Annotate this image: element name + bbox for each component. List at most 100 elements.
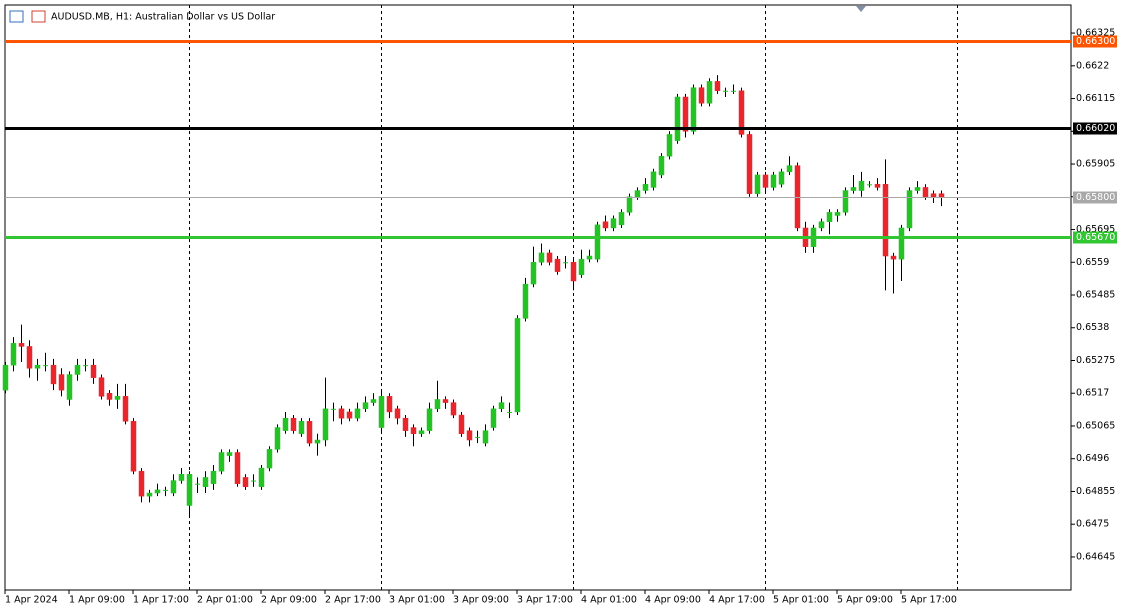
candle-body [18, 343, 25, 347]
icon [9, 10, 24, 23]
candle-body [114, 396, 121, 400]
candle-body [362, 402, 369, 410]
candle-body [650, 171, 657, 188]
x-tick-label: 2 Apr 09:00 [261, 595, 317, 606]
x-tick-label: 3 Apr 01:00 [389, 595, 445, 606]
candle-body [26, 346, 33, 369]
candle-body [834, 212, 841, 216]
candle-body [754, 174, 761, 194]
candle-body [530, 262, 537, 285]
icon [31, 10, 46, 23]
candle-body [466, 430, 473, 441]
candle-body [731, 90, 736, 92]
candle-body [546, 252, 553, 263]
candle-body [882, 184, 889, 257]
candle-body [370, 399, 377, 403]
candle-body [274, 427, 281, 450]
y-tick-label: 0.6475 [1076, 519, 1109, 530]
candle-body [818, 221, 825, 229]
header-icons [9, 10, 46, 23]
candle-body [586, 255, 593, 260]
candle-body [723, 90, 728, 92]
x-tick-label: 4 Apr 09:00 [645, 595, 701, 606]
candle-body [450, 402, 457, 416]
y-tick-label: 0.65905 [1076, 159, 1115, 170]
price-label: 0.66300 [1076, 36, 1115, 47]
candle-body [195, 483, 200, 485]
y-tick-label: 0.6496 [1076, 453, 1109, 464]
x-tick-label: 5 Apr 17:00 [901, 595, 957, 606]
x-tick-label: 3 Apr 17:00 [517, 595, 573, 606]
candle-body [202, 477, 209, 488]
candle-body [594, 224, 601, 260]
candle-body [50, 364, 57, 385]
candle-body [850, 187, 857, 191]
candle-body [43, 365, 48, 367]
x-tick-label: 3 Apr 09:00 [453, 595, 509, 606]
candle-body [306, 421, 313, 444]
y-tick-label: 0.65275 [1076, 355, 1115, 366]
candle-body [938, 193, 945, 198]
shift-marker [856, 6, 866, 12]
candle-body [602, 221, 609, 229]
candle-body [2, 364, 9, 391]
candle-body [314, 439, 321, 444]
candle-body [666, 134, 673, 157]
x-tick-label: 4 Apr 17:00 [709, 595, 765, 606]
candle-body [83, 365, 88, 367]
candle-body [746, 134, 753, 194]
candle-body [266, 449, 273, 469]
candle-body [378, 396, 385, 428]
candle-body [874, 184, 881, 188]
candle-body [458, 414, 465, 435]
price-label-box [1073, 191, 1117, 204]
candle-body [522, 283, 529, 319]
candle-body [331, 408, 336, 410]
candle-body [90, 364, 97, 378]
candle-body [170, 480, 177, 494]
x-tick-label: 5 Apr 01:00 [773, 595, 829, 606]
candle-body [98, 377, 105, 397]
candle-body [578, 258, 585, 275]
candle-body [290, 417, 297, 431]
candle-body [890, 255, 897, 260]
candle-body [138, 470, 145, 497]
candle-body [698, 87, 705, 104]
price-label-box [1073, 231, 1117, 244]
candle-body [770, 174, 777, 188]
candle-body [826, 212, 833, 222]
candle-body [634, 190, 641, 198]
candle-body [226, 452, 233, 456]
x-tick-label: 4 Apr 01:00 [581, 595, 637, 606]
candle-body [186, 474, 193, 506]
candle-body [842, 190, 849, 213]
y-tick-label: 0.6622 [1076, 60, 1109, 71]
candle-body [563, 262, 568, 264]
price-label-box [1073, 122, 1117, 135]
candle-body [914, 187, 921, 191]
candle-body [762, 174, 769, 188]
x-tick-label: 5 Apr 09:00 [837, 595, 893, 606]
candle-body [282, 417, 289, 431]
y-tick-label: 0.6559 [1076, 257, 1109, 268]
candle-body [442, 399, 449, 403]
candle-body [618, 212, 625, 226]
candle-body [786, 165, 793, 173]
candle-body [163, 489, 168, 491]
x-tick-label: 2 Apr 01:00 [197, 595, 253, 606]
candle-body [898, 227, 905, 260]
candle-body [122, 396, 129, 422]
candle-body [130, 421, 137, 472]
y-tick-label: 0.64855 [1076, 486, 1115, 497]
y-tick-label: 0.6538 [1076, 322, 1109, 333]
price-label: 0.65800 [1076, 192, 1115, 203]
candle-body [738, 90, 745, 135]
candle-body [475, 436, 480, 438]
candle-body [106, 392, 113, 400]
candle-body [538, 252, 545, 263]
candle-body [906, 190, 913, 229]
candle-body [251, 480, 256, 482]
candle-body [410, 427, 417, 435]
